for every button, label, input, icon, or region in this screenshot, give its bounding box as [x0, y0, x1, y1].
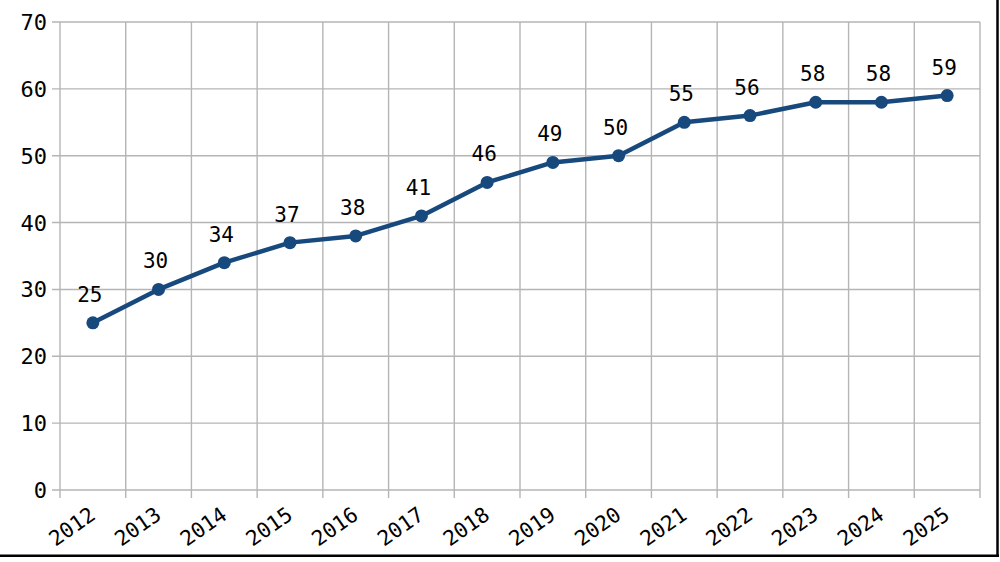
y-axis-tick-label: 20 [21, 344, 48, 369]
data-point-marker [875, 96, 888, 109]
chart-plot-area: 0102030405060702012201320142015201620172… [0, 0, 1000, 562]
data-point-label: 41 [406, 176, 431, 200]
data-point-label: 37 [274, 203, 299, 227]
x-axis-tick-label: 2022 [702, 502, 757, 551]
data-point-label: 50 [603, 116, 628, 140]
data-point-marker [284, 236, 297, 249]
data-point-marker [218, 256, 231, 269]
data-point-label: 46 [471, 142, 496, 166]
x-axis-tick-label: 2025 [899, 502, 954, 551]
y-axis-tick-label: 50 [21, 144, 48, 169]
x-axis-tick-label: 2019 [505, 502, 560, 551]
line-chart: 0102030405060702012201320142015201620172… [0, 0, 1000, 562]
y-axis-tick-label: 70 [21, 10, 48, 35]
x-axis-tick-label: 2012 [45, 502, 100, 551]
data-point-label: 55 [669, 82, 694, 106]
data-point-label: 58 [800, 62, 825, 86]
y-axis-tick-label: 10 [21, 411, 48, 436]
data-point-marker [152, 283, 165, 296]
x-axis-tick-label: 2017 [373, 502, 428, 551]
data-point-label: 34 [209, 223, 234, 247]
y-axis-tick-label: 0 [34, 478, 47, 503]
data-point-label: 30 [143, 249, 168, 273]
data-point-marker [349, 229, 362, 242]
x-axis-tick-label: 2014 [176, 502, 231, 551]
x-axis-tick-label: 2021 [636, 502, 691, 551]
x-axis-tick-label: 2020 [570, 502, 625, 551]
data-point-label: 58 [866, 62, 891, 86]
data-point-label: 49 [537, 122, 562, 146]
data-point-marker [481, 176, 494, 189]
data-point-marker [678, 116, 691, 129]
x-axis-tick-label: 2024 [833, 502, 888, 551]
data-point-marker [415, 209, 428, 222]
x-axis-tick-label: 2018 [439, 502, 494, 551]
data-point-label: 38 [340, 196, 365, 220]
data-point-marker [86, 316, 99, 329]
x-axis-tick-label: 2016 [307, 502, 362, 551]
data-point-label: 25 [77, 283, 102, 307]
data-point-label: 56 [734, 76, 759, 100]
data-point-marker [941, 89, 954, 102]
x-axis-tick-label: 2023 [767, 502, 822, 551]
y-axis-tick-label: 60 [21, 77, 48, 102]
data-point-marker [744, 109, 757, 122]
data-point-marker [612, 149, 625, 162]
y-axis-tick-label: 40 [21, 211, 48, 236]
data-point-marker [809, 96, 822, 109]
data-point-marker [546, 156, 559, 169]
y-axis-tick-label: 30 [21, 277, 48, 302]
x-axis-tick-label: 2015 [242, 502, 297, 551]
data-point-label: 59 [931, 56, 956, 80]
x-axis-tick-label: 2013 [110, 502, 165, 551]
